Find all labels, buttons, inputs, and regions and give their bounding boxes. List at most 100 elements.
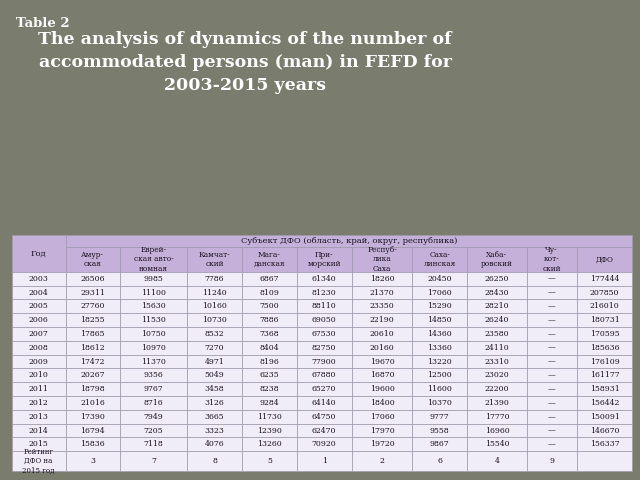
Text: —: —	[548, 275, 556, 283]
Text: 62470: 62470	[312, 427, 337, 434]
Bar	[120, 451, 187, 471]
Text: 9767: 9767	[144, 385, 163, 393]
Bar	[577, 396, 632, 410]
Bar	[527, 327, 577, 341]
Text: 24110: 24110	[484, 344, 509, 352]
Bar	[527, 272, 577, 286]
Text: 21016: 21016	[81, 399, 105, 407]
Bar	[467, 327, 527, 341]
Text: 3665: 3665	[205, 413, 225, 421]
Text: 11240: 11240	[202, 288, 227, 297]
Bar	[297, 327, 351, 341]
Text: 180731: 180731	[589, 316, 620, 324]
Text: 64750: 64750	[312, 413, 337, 421]
Text: 12390: 12390	[257, 427, 282, 434]
Bar	[120, 272, 187, 286]
Text: 3126: 3126	[205, 399, 225, 407]
Text: 8109: 8109	[259, 288, 279, 297]
Text: 23350: 23350	[370, 302, 394, 311]
Text: 27760: 27760	[81, 302, 105, 311]
Bar	[527, 355, 577, 369]
Text: 177444: 177444	[590, 275, 620, 283]
Bar	[187, 327, 242, 341]
Bar	[467, 451, 527, 471]
Text: 156442: 156442	[590, 399, 620, 407]
Bar	[66, 327, 120, 341]
Bar	[242, 247, 297, 272]
Text: 20160: 20160	[370, 344, 394, 352]
Text: 158931: 158931	[589, 385, 620, 393]
Bar	[242, 396, 297, 410]
Bar	[187, 451, 242, 471]
Text: 146670: 146670	[590, 427, 620, 434]
Bar	[467, 396, 527, 410]
Bar	[577, 382, 632, 396]
Bar	[66, 437, 120, 451]
Bar	[527, 424, 577, 437]
Text: —: —	[548, 316, 556, 324]
Bar	[577, 437, 632, 451]
Text: 69050: 69050	[312, 316, 337, 324]
Text: 7270: 7270	[205, 344, 225, 352]
Text: 23580: 23580	[484, 330, 509, 338]
Bar	[66, 272, 120, 286]
Text: —: —	[548, 413, 556, 421]
Text: 13360: 13360	[428, 344, 452, 352]
Text: 9: 9	[549, 457, 554, 465]
Bar	[12, 355, 66, 369]
Bar	[66, 396, 120, 410]
Bar	[12, 437, 66, 451]
Bar	[242, 451, 297, 471]
Bar	[351, 410, 412, 424]
Text: 207850: 207850	[590, 288, 620, 297]
Text: —: —	[548, 288, 556, 297]
Text: 8196: 8196	[260, 358, 279, 366]
Text: ДФО: ДФО	[596, 255, 614, 264]
Text: 8404: 8404	[260, 344, 279, 352]
Bar	[527, 382, 577, 396]
Bar	[120, 313, 187, 327]
Bar	[12, 313, 66, 327]
Bar	[66, 382, 120, 396]
Text: 23020: 23020	[484, 372, 509, 379]
Bar	[297, 247, 351, 272]
Text: 21370: 21370	[370, 288, 394, 297]
Bar	[527, 286, 577, 300]
Bar	[297, 313, 351, 327]
Text: 17390: 17390	[80, 413, 105, 421]
Text: 11370: 11370	[141, 358, 166, 366]
Bar	[467, 382, 527, 396]
Text: Субъект ДФО (область, край, округ, республика): Субъект ДФО (область, край, округ, респу…	[241, 237, 457, 245]
Bar	[187, 396, 242, 410]
Text: 9558: 9558	[430, 427, 450, 434]
Bar	[66, 355, 120, 369]
Bar	[12, 451, 66, 471]
Bar	[467, 424, 527, 437]
Bar	[187, 247, 242, 272]
Bar	[527, 451, 577, 471]
Bar	[297, 355, 351, 369]
Text: 15540: 15540	[484, 440, 509, 448]
Bar	[351, 396, 412, 410]
Bar	[12, 300, 66, 313]
Text: 12500: 12500	[428, 372, 452, 379]
Text: 26506: 26506	[81, 275, 105, 283]
Text: 82750: 82750	[312, 344, 337, 352]
Bar	[577, 369, 632, 382]
Bar	[242, 369, 297, 382]
Text: 10370: 10370	[428, 399, 452, 407]
Text: Еврей-
ская авто-
номная: Еврей- ская авто- номная	[134, 246, 173, 273]
Text: Рейтинг
ДФО на
2015 год: Рейтинг ДФО на 2015 год	[22, 448, 55, 475]
Text: 8238: 8238	[260, 385, 279, 393]
Text: 8: 8	[212, 457, 217, 465]
Text: 7949: 7949	[143, 413, 163, 421]
Bar	[577, 313, 632, 327]
Text: 150091: 150091	[589, 413, 620, 421]
Text: 5049: 5049	[205, 372, 225, 379]
Text: 17060: 17060	[428, 288, 452, 297]
Bar	[297, 272, 351, 286]
Bar	[12, 327, 66, 341]
Text: 9867: 9867	[430, 440, 450, 448]
Bar	[187, 437, 242, 451]
Text: 23310: 23310	[484, 358, 509, 366]
